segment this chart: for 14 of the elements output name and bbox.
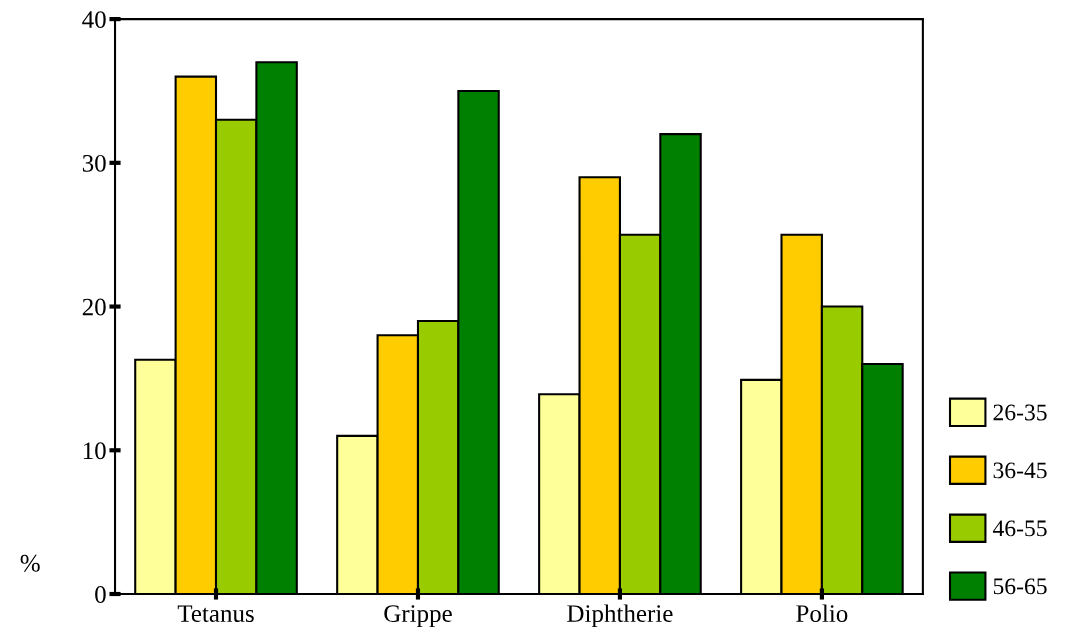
x-tick-label: Polio [796, 604, 848, 623]
y-tick-label: 0 [95, 586, 106, 603]
legend-label: 36-45 [993, 462, 1047, 479]
y-axis-title: % [20, 554, 40, 572]
x-tick-label: Grippe [384, 605, 452, 628]
legend-label: 56-65 [993, 578, 1047, 595]
x-tick-label: Tetanus [177, 605, 254, 623]
x-tick-label: Diphtherie [567, 604, 673, 628]
y-tick-label: 30 [82, 154, 106, 172]
y-tick-label: 40 [82, 11, 106, 29]
y-tick-label: 20 [82, 298, 106, 316]
legend-label: 26-35 [993, 404, 1047, 421]
y-tick-label: 10 [83, 442, 106, 460]
legend-label: 46-55 [992, 520, 1047, 537]
